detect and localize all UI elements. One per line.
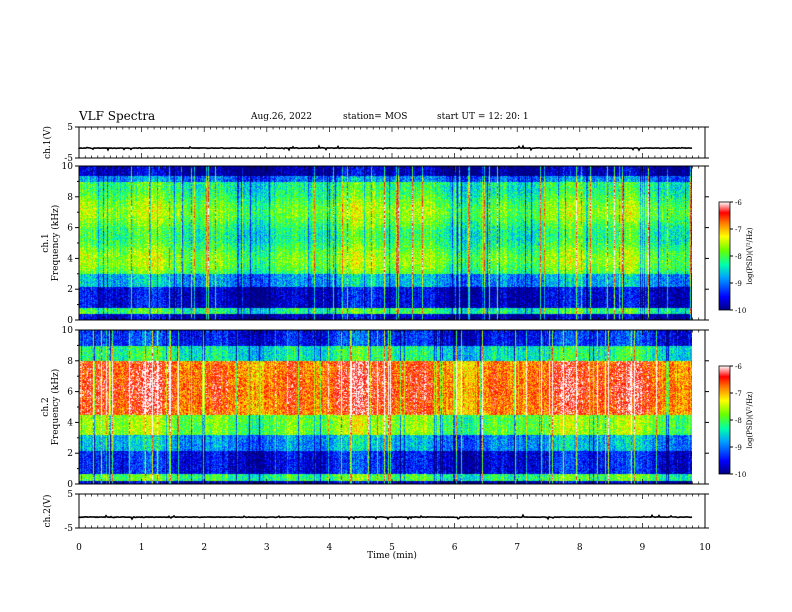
- y-tick-label: 10: [62, 162, 74, 172]
- y-tick-label: 5: [67, 123, 73, 133]
- x-tick-label: 6: [452, 543, 458, 553]
- y-tick-label: 2: [67, 285, 73, 295]
- x-tick-label: 1: [139, 543, 145, 553]
- colorbar-tick-label: -8: [735, 417, 742, 425]
- y-tick-label: 8: [67, 193, 73, 203]
- x-tick-label: 7: [514, 543, 520, 553]
- colorbar-tick-label: -10: [735, 307, 746, 315]
- y-axis-label: ch.1(V): [42, 126, 53, 159]
- colorbar-tick-label: -7: [735, 390, 742, 398]
- x-tick-label: 9: [640, 543, 646, 553]
- x-tick-label: 3: [264, 543, 270, 553]
- y-tick-label: 8: [67, 357, 73, 367]
- colorbar-tick-label: -9: [735, 444, 742, 452]
- colorbar-tick-label: -8: [735, 253, 742, 261]
- x-tick-label: 4: [327, 543, 333, 553]
- station-label: station= MOS: [343, 112, 408, 122]
- x-axis-label: Time (min): [367, 550, 417, 561]
- x-tick-label: 8: [577, 543, 583, 553]
- start-time-label: start UT = 12: 20: 1: [437, 112, 529, 122]
- ch1-spectrogram-image: [79, 166, 692, 320]
- y-tick-label: 2: [67, 449, 73, 459]
- y-tick-label: 5: [67, 490, 73, 500]
- ch1-waveform-line: [78, 144, 693, 152]
- colorbar-tick-label: -9: [735, 280, 742, 288]
- y-tick-label: 0: [67, 316, 73, 326]
- y-axis-label: ch.1: [41, 233, 51, 252]
- date-label: Aug.26, 2022: [251, 112, 312, 122]
- y-tick-label: 6: [67, 388, 73, 398]
- y-tick-label: -5: [64, 154, 73, 164]
- y-tick-label: 4: [67, 418, 73, 428]
- y-axis-label: Frequency (kHz): [50, 369, 61, 446]
- y-axis-label: ch.2(V): [42, 495, 53, 528]
- colorbar-tick-label: -7: [735, 226, 742, 234]
- x-tick-label: 5: [389, 543, 395, 553]
- colorbar-tick-label: -10: [735, 471, 746, 479]
- y-tick-label: -5: [64, 524, 73, 534]
- y-axis-label: Frequency (kHz): [50, 205, 61, 282]
- ch2-spectrogram-image: [79, 330, 692, 484]
- panel-frame-4: [78, 493, 706, 529]
- colorbar-label: log(PSD)(V²/Hz): [746, 391, 754, 448]
- y-tick-label: 10: [62, 326, 74, 336]
- colorbar-tick-label: -6: [735, 363, 742, 371]
- y-tick-label: 4: [67, 254, 73, 264]
- x-tick-label: 0: [76, 543, 82, 553]
- colorbar-label: log(PSD)(V²/Hz): [746, 227, 754, 284]
- x-tick-label: 10: [699, 543, 711, 553]
- colorbar-2: [718, 365, 731, 475]
- page-title: VLF Spectra: [79, 109, 156, 123]
- ch2-waveform-line: [78, 513, 693, 521]
- colorbar-tick-label: -6: [735, 199, 742, 207]
- x-tick-label: 2: [201, 543, 207, 553]
- y-tick-label: 0: [67, 480, 73, 490]
- y-axis-label: ch.2: [41, 397, 51, 416]
- colorbar-1: [718, 201, 731, 311]
- y-tick-label: 6: [67, 224, 73, 234]
